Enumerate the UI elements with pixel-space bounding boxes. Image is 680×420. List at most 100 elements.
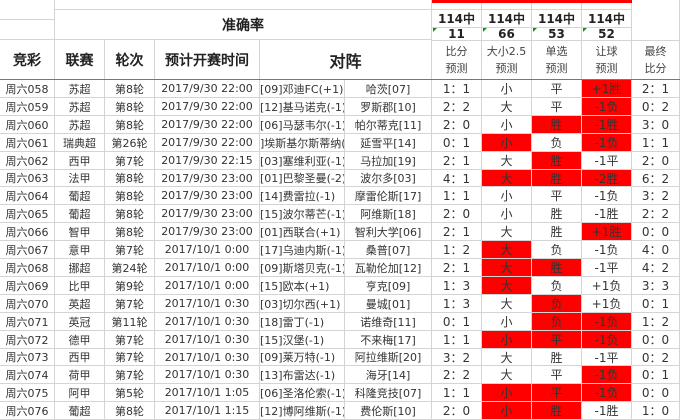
result-prediction-cell[interactable]: 胜 [532, 259, 582, 277]
score-prediction-cell[interactable]: 2：0 [432, 205, 482, 223]
score-prediction-cell[interactable]: 2：2 [432, 366, 482, 384]
round-cell[interactable]: 第7轮 [105, 295, 155, 313]
kickoff-time-cell[interactable]: 2017/10/1 0:30 [155, 366, 260, 384]
over-under-prediction-cell[interactable]: 小 [482, 313, 532, 331]
home-team-cell[interactable]: [15]汉堡(-1) [260, 331, 345, 349]
kickoff-time-cell[interactable]: 2017/9/30 22:00 [155, 134, 260, 152]
away-team-cell[interactable]: 马拉加[19] [345, 152, 432, 170]
result-prediction-cell[interactable]: 平 [532, 187, 582, 205]
result-prediction-cell[interactable]: 胜 [532, 223, 582, 241]
over-under-prediction-cell[interactable]: 大 [482, 295, 532, 313]
league-cell[interactable]: 苏超 [55, 80, 105, 98]
lottery-id-cell[interactable]: 周六068 [0, 259, 55, 277]
over-under-prediction-cell[interactable]: 大 [482, 241, 532, 259]
away-team-cell[interactable]: 延雪平[14] [345, 134, 432, 152]
result-prediction-cell[interactable]: 负 [532, 295, 582, 313]
home-team-cell[interactable]: [12]博阿维斯(-1) [260, 402, 345, 420]
kickoff-time-cell[interactable]: 2017/9/30 23:00 [155, 223, 260, 241]
lottery-id-cell[interactable]: 周六058 [0, 80, 55, 98]
over-under-prediction-cell[interactable]: 大 [482, 259, 532, 277]
over-under-prediction-cell[interactable]: 小 [482, 187, 532, 205]
handicap-prediction-cell[interactable]: -1负 [582, 366, 632, 384]
lottery-id-cell[interactable]: 周六061 [0, 134, 55, 152]
lottery-id-cell[interactable]: 周六075 [0, 384, 55, 402]
league-cell[interactable]: 苏超 [55, 116, 105, 134]
round-cell[interactable]: 第9轮 [105, 277, 155, 295]
away-team-cell[interactable]: 智利大学[06] [345, 223, 432, 241]
empty-cell[interactable] [582, 0, 632, 10]
final-score-cell[interactable]: 2：1 [632, 80, 680, 98]
home-team-cell[interactable]: [06]圣洛伦索(-1) [260, 384, 345, 402]
home-team-cell[interactable]: [15]欧本(+1) [260, 277, 345, 295]
away-team-cell[interactable]: 海牙[14] [345, 366, 432, 384]
league-cell[interactable]: 德甲 [55, 331, 105, 349]
final-score-cell[interactable]: 0：2 [632, 349, 680, 366]
lottery-id-cell[interactable]: 周六071 [0, 313, 55, 331]
round-cell[interactable]: 第7轮 [105, 241, 155, 259]
result-prediction-cell[interactable]: 平 [532, 80, 582, 98]
home-team-cell[interactable]: [12]基马诺克(-1) [260, 98, 345, 116]
over-under-prediction-cell[interactable]: 大 [482, 349, 532, 366]
lottery-id-cell[interactable]: 周六062 [0, 152, 55, 170]
empty-cell[interactable] [632, 0, 680, 41]
home-team-cell[interactable]: [01]西联合(+1) [260, 223, 345, 241]
final-score-cell[interactable]: 4：2 [632, 259, 680, 277]
round-cell[interactable]: 第5轮 [105, 384, 155, 402]
league-cell[interactable]: 阿甲 [55, 384, 105, 402]
over-under-prediction-cell[interactable]: 小 [482, 205, 532, 223]
final-score-cell[interactable]: 1：0 [632, 402, 680, 420]
kickoff-time-cell[interactable]: 2017/10/1 1:05 [155, 384, 260, 402]
score-prediction-cell[interactable]: 2：0 [432, 402, 482, 420]
league-cell[interactable]: 葡超 [55, 402, 105, 420]
final-score-cell[interactable]: 3：0 [632, 116, 680, 134]
round-cell[interactable]: 第7轮 [105, 366, 155, 384]
final-score-cell[interactable]: 0：0 [632, 223, 680, 241]
lottery-id-cell[interactable]: 周六059 [0, 98, 55, 116]
handicap-prediction-cell[interactable]: -1负 [582, 187, 632, 205]
kickoff-time-cell[interactable]: 2017/10/1 0:30 [155, 295, 260, 313]
score-prediction-cell[interactable]: 4：1 [432, 170, 482, 187]
over-under-prediction-cell[interactable]: 大 [482, 98, 532, 116]
away-team-cell[interactable]: 科隆竞技[07] [345, 384, 432, 402]
result-prediction-cell[interactable]: 平 [532, 98, 582, 116]
over-under-prediction-cell[interactable]: 大 [482, 366, 532, 384]
home-team-cell[interactable]: [17]乌迪内斯(-1) [260, 241, 345, 259]
round-cell[interactable]: 第26轮 [105, 134, 155, 152]
over-under-prediction-cell[interactable]: 大 [482, 152, 532, 170]
league-cell[interactable]: 荷甲 [55, 366, 105, 384]
kickoff-time-cell[interactable]: 2017/9/30 22:00 [155, 98, 260, 116]
away-team-cell[interactable]: 瓦勒伦加[12] [345, 259, 432, 277]
away-team-cell[interactable]: 诺维奇[11] [345, 313, 432, 331]
score-prediction-cell[interactable]: 2：0 [432, 116, 482, 134]
lottery-id-cell[interactable]: 周六067 [0, 241, 55, 259]
home-team-cell[interactable]: ]埃斯基尔斯蒂纳( [260, 134, 345, 152]
round-cell[interactable]: 第7轮 [105, 331, 155, 349]
final-score-cell[interactable]: 0：0 [632, 331, 680, 349]
empty-cell[interactable] [482, 0, 532, 10]
result-prediction-cell[interactable]: 胜 [532, 170, 582, 187]
home-team-cell[interactable]: [18]雷丁(-1) [260, 313, 345, 331]
over-under-prediction-cell[interactable]: 大 [482, 223, 532, 241]
league-cell[interactable]: 英冠 [55, 313, 105, 331]
kickoff-time-cell[interactable]: 2017/10/1 1:15 [155, 402, 260, 420]
round-cell[interactable]: 第7轮 [105, 349, 155, 366]
empty-cell[interactable] [0, 0, 55, 20]
home-team-cell[interactable]: [09]莱万特(-1) [260, 349, 345, 366]
final-score-cell[interactable]: 4：0 [632, 241, 680, 259]
away-team-cell[interactable]: 帕尔蒂克[11] [345, 116, 432, 134]
home-team-cell[interactable]: [01]巴黎圣曼(-2) [260, 170, 345, 187]
kickoff-time-cell[interactable]: 2017/9/30 22:00 [155, 116, 260, 134]
kickoff-time-cell[interactable]: 2017/10/1 0:30 [155, 313, 260, 331]
handicap-prediction-cell[interactable]: -1负 [582, 331, 632, 349]
league-cell[interactable]: 葡超 [55, 187, 105, 205]
round-cell[interactable]: 第8轮 [105, 402, 155, 420]
kickoff-time-cell[interactable]: 2017/9/30 23:00 [155, 170, 260, 187]
home-team-cell[interactable]: [03]塞维利亚(-1) [260, 152, 345, 170]
round-cell[interactable]: 第7轮 [105, 152, 155, 170]
home-team-cell[interactable]: [03]切尔西(+1) [260, 295, 345, 313]
away-team-cell[interactable]: 阿拉维斯[20] [345, 349, 432, 366]
away-team-cell[interactable]: 亨克[09] [345, 277, 432, 295]
over-under-prediction-cell[interactable]: 大 [482, 277, 532, 295]
handicap-prediction-cell[interactable]: -1负 [582, 134, 632, 152]
handicap-prediction-cell[interactable]: +1胜 [582, 80, 632, 98]
